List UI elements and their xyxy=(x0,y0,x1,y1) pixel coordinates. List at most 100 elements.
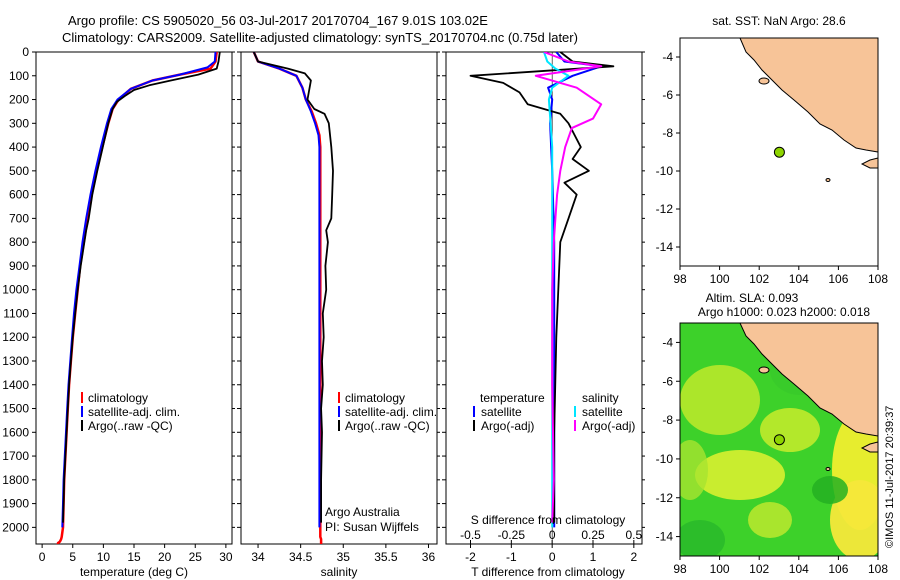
annotation-argo-australia: Argo Australia xyxy=(325,505,400,519)
x-tick-label: 30 xyxy=(219,550,233,564)
legend-label-climatology: climatology xyxy=(88,391,148,405)
depth-tick-label: 1100 xyxy=(3,306,29,320)
series-line-satellite-adj-clim xyxy=(252,52,321,528)
top-x-tick-label: 0.5 xyxy=(625,528,642,542)
map-x-tick-label: 108 xyxy=(868,562,888,576)
map-y-tick-label: -4 xyxy=(662,335,673,349)
title-line1: Argo profile: CS 5905020_56 03-Jul-2017 … xyxy=(68,13,488,28)
map-y-tick-label: -8 xyxy=(662,413,673,427)
map-x-tick-label: 104 xyxy=(789,272,809,286)
depth-tick-label: 1400 xyxy=(2,378,29,392)
sla-map-title-line1: Altim. SLA: 0.093 xyxy=(706,291,799,305)
depth-tick-label: 500 xyxy=(9,164,29,178)
sla-blob xyxy=(680,440,708,500)
x-tick-label: 0 xyxy=(39,550,46,564)
series-line-satellite-adj-clim xyxy=(61,52,217,528)
temperature-legend: climatology satellite-adj. clim. Argo(..… xyxy=(81,391,180,433)
java-land xyxy=(860,441,878,453)
x-tick-label: 1 xyxy=(590,550,597,564)
sst-map-title: sat. SST: NaN Argo: 28.6 xyxy=(712,14,846,28)
map-x-tick-label: 102 xyxy=(749,562,769,576)
map-x-tick-label: 102 xyxy=(749,272,769,286)
profile-lines xyxy=(56,52,785,544)
legend-label-t-satellite: satellite xyxy=(481,405,522,419)
sla-map-land xyxy=(739,323,878,471)
depth-tick-label: 1200 xyxy=(2,330,29,344)
depth-tick-label: 1900 xyxy=(2,497,29,511)
series-line-salinity-argo-adj xyxy=(534,52,603,523)
x-tick-label: 34 xyxy=(251,550,265,564)
island xyxy=(825,178,831,182)
legend-label-satellite: satellite-adj. clim. xyxy=(88,405,180,419)
map-x-tick-label: 100 xyxy=(710,272,730,286)
series-line-climatology xyxy=(252,52,323,544)
map-x-tick-label: 106 xyxy=(828,272,848,286)
x-tick-label: 25 xyxy=(189,550,203,564)
title-line2: Climatology: CARS2009. Satellite-adjuste… xyxy=(62,30,578,45)
sst-map-frame xyxy=(679,37,879,267)
legend-title-salinity: salinity xyxy=(582,391,619,405)
x-tick-label: 2 xyxy=(630,550,637,564)
x-tick-label: 34.5 xyxy=(289,550,313,564)
sla-blob xyxy=(812,476,848,504)
depth-tick-label: 200 xyxy=(9,93,29,107)
depth-tick-label: 1700 xyxy=(2,449,29,463)
map-x-tick-label: 98 xyxy=(673,562,687,576)
legend-label-argo: Argo(..raw -QC) xyxy=(88,419,173,433)
java-land xyxy=(860,157,879,169)
depth-tick-label: 1600 xyxy=(2,425,29,439)
series-line-salinity-satellite xyxy=(543,52,570,528)
depth-tick-label: 800 xyxy=(9,235,29,249)
map-y-tick-label: -4 xyxy=(662,50,673,64)
legend-title-temperature: temperature xyxy=(480,391,545,405)
top-x-tick-label: 0.25 xyxy=(581,528,605,542)
map-x-tick-label: 100 xyxy=(710,562,730,576)
map-y-tick-label: -12 xyxy=(656,202,674,216)
map-y-tick-label: -6 xyxy=(662,88,673,102)
depth-tick-label: 600 xyxy=(9,188,29,202)
depth-tick-label: 700 xyxy=(9,211,29,225)
depth-tick-label: 100 xyxy=(9,69,29,83)
x-tick-label: 5 xyxy=(69,550,76,564)
legend-label-argo: Argo(..raw -QC) xyxy=(345,419,430,433)
sla-map-title-line2: Argo h1000: 0.023 h2000: 0.018 xyxy=(698,305,870,319)
sla-blob xyxy=(680,365,760,435)
island xyxy=(758,77,770,85)
legend-label-t-argo: Argo(-adj) xyxy=(481,419,534,433)
map-x-tick-label: 106 xyxy=(828,562,848,576)
panel-series-group xyxy=(469,52,615,528)
map-x-tick-label: 98 xyxy=(673,272,687,286)
island xyxy=(758,366,770,374)
temperature-xlabel: temperature (deg C) xyxy=(80,565,188,579)
difference-panel-frame xyxy=(445,51,643,545)
depth-tick-label: 1000 xyxy=(2,283,29,297)
depth-tick-label: 1300 xyxy=(2,354,29,368)
series-line-temperature-satellite xyxy=(547,52,603,528)
annotation-pi: PI: Susan Wijffels xyxy=(325,520,419,534)
sumatra-land xyxy=(739,37,879,153)
sla-blob xyxy=(680,520,725,556)
x-tick-label: 10 xyxy=(97,550,111,564)
salinity-panel-frame xyxy=(240,51,438,545)
imos-watermark: ©IMOS 11-Jul-2017 20:39:37 xyxy=(884,406,896,548)
top-x-tick-label: -0.25 xyxy=(498,528,526,542)
map-y-tick-label: -10 xyxy=(656,164,674,178)
difference-xlabel: T difference from climatology xyxy=(471,565,625,579)
depth-tick-label: 900 xyxy=(9,259,29,273)
map-x-tick-label: 104 xyxy=(789,562,809,576)
x-tick-label: 35 xyxy=(337,550,351,564)
series-line-temperature-argo-adj xyxy=(469,52,615,523)
x-tick-label: 0 xyxy=(549,550,556,564)
argo-float-marker xyxy=(773,434,785,446)
map-y-tick-label: -14 xyxy=(656,240,674,254)
legend-label-satellite: satellite-adj. clim. xyxy=(345,405,437,419)
depth-tick-label: 0 xyxy=(22,45,29,59)
sst-map-land xyxy=(739,37,879,182)
axis-ticks: 0100200300400500600700800900100011001200… xyxy=(2,45,888,576)
x-tick-label: 36 xyxy=(422,550,436,564)
map-y-tick-label: -6 xyxy=(662,374,673,388)
series-line-argo-raw-qc xyxy=(62,52,221,523)
map-y-tick-label: -14 xyxy=(656,530,674,544)
map-y-tick-label: -10 xyxy=(656,452,674,466)
